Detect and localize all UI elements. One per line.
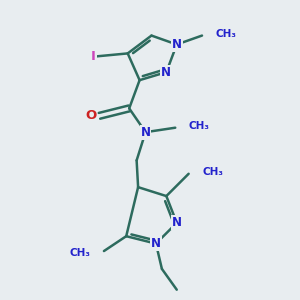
Text: I: I: [91, 50, 96, 63]
Text: N: N: [151, 237, 161, 250]
Text: N: N: [140, 126, 151, 139]
Text: CH₃: CH₃: [202, 167, 223, 177]
Text: O: O: [85, 109, 96, 122]
Text: N: N: [161, 66, 171, 79]
Text: CH₃: CH₃: [70, 248, 91, 257]
Text: CH₃: CH₃: [189, 121, 210, 131]
Text: CH₃: CH₃: [215, 29, 236, 39]
Text: N: N: [172, 216, 182, 229]
Text: N: N: [172, 38, 182, 51]
